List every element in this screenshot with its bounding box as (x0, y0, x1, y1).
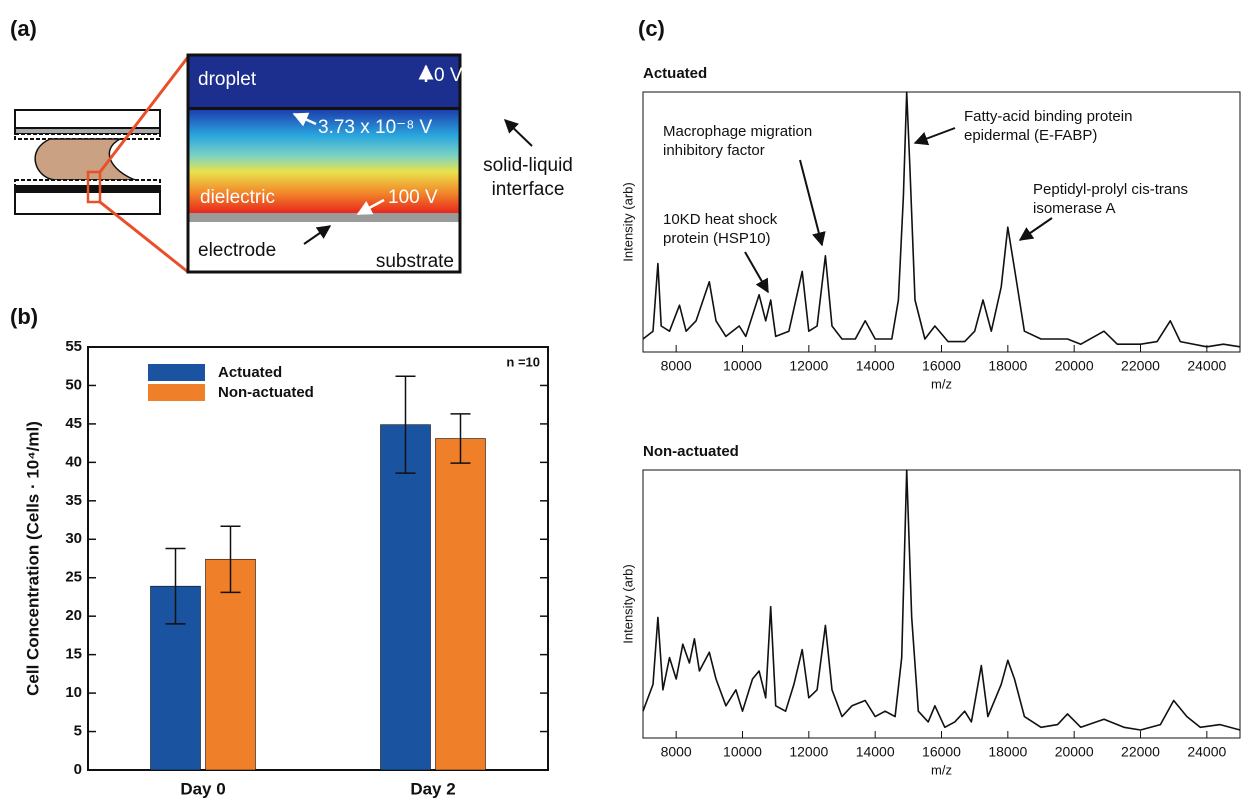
plot-frame (87, 346, 549, 771)
legend-swatch (148, 384, 205, 401)
panel-label: (b) (10, 304, 38, 329)
diagram-label: 3.73 x 10⁻⁸ V (318, 117, 432, 138)
annotation: 10KD heat shock (663, 211, 778, 228)
annotation: Peptidyl-prolyl cis-trans (1033, 181, 1188, 198)
y-tick-label: 5 (74, 723, 82, 740)
y-tick-label: 40 (65, 453, 82, 470)
x-tick-label: 12000 (789, 744, 828, 760)
plot-frame (642, 469, 1241, 739)
x-tick-label: 24000 (1187, 358, 1226, 374)
panel-label: (a) (10, 16, 37, 41)
bar (205, 558, 256, 771)
y-tick-label: 15 (65, 646, 82, 663)
x-tick-label: 8000 (661, 744, 692, 760)
zoom-box (186, 53, 533, 274)
error-bar (165, 547, 186, 625)
diagram-label: interface (492, 179, 565, 200)
y-axis-label: Cell Concentration (Cells · 10⁴/ml) (23, 421, 42, 696)
y-tick-label: 10 (65, 684, 82, 701)
x-tick-label: 18000 (988, 744, 1027, 760)
x-tick-label: 20000 (1055, 358, 1094, 374)
diagram-label: 100 V (388, 187, 438, 208)
spectrum-line (642, 91, 1241, 348)
x-tick-label: 8000 (661, 358, 692, 374)
x-tick-label: 14000 (856, 358, 895, 374)
diagram-label: dielectric (200, 187, 275, 208)
legend-label: Actuated (218, 364, 282, 381)
diagram-label: substrate (376, 251, 454, 272)
diagram-label: 0 V (434, 65, 463, 86)
chart-title: Non-actuated (643, 443, 739, 460)
legend-swatch (148, 364, 205, 381)
x-tick-label: 16000 (922, 358, 961, 374)
y-tick-label: 20 (65, 607, 82, 624)
diagram-label: electrode (198, 240, 276, 261)
annotation: Fatty-acid binding protein (964, 108, 1132, 125)
y-tick-label: 45 (65, 415, 82, 432)
x-tick-label: 10000 (723, 358, 762, 374)
bar (435, 438, 486, 771)
x-axis-label: m/z (931, 762, 952, 777)
panel-label: (c) (638, 16, 665, 41)
x-axis-label: m/z (931, 376, 952, 391)
y-tick-label: 35 (65, 492, 82, 509)
legend-label: Non-actuated (218, 384, 314, 401)
y-tick-label: 55 (65, 338, 82, 355)
y-tick-label: 25 (65, 569, 82, 586)
x-tick-label: 22000 (1121, 358, 1160, 374)
annotation-arrow (744, 251, 769, 294)
device-schematic (14, 56, 190, 274)
annotation: protein (HSP10) (663, 230, 771, 247)
annotation: epidermal (E-FABP) (964, 127, 1097, 144)
x-tick-label: 12000 (789, 358, 828, 374)
annotation: n =10 (506, 354, 540, 369)
x-tick-label: 16000 (922, 744, 961, 760)
annotation-arrow (1018, 217, 1053, 241)
x-tick-label: 10000 (723, 744, 762, 760)
diagram-label: solid-liquid (483, 155, 573, 176)
x-tick-label: 24000 (1187, 744, 1226, 760)
x-tick-label: 20000 (1055, 744, 1094, 760)
y-tick-label: 0 (74, 761, 82, 778)
bar (380, 424, 431, 771)
x-tick-label: 14000 (856, 744, 895, 760)
x-tick-label: Day 0 (180, 779, 225, 798)
error-bar (450, 413, 471, 464)
y-tick-label: 30 (65, 530, 82, 547)
error-bar (395, 375, 416, 474)
annotation-arrow (799, 159, 826, 247)
y-tick-label: 50 (65, 376, 82, 393)
x-tick-label: 18000 (988, 358, 1027, 374)
annotation: inhibitory factor (663, 142, 765, 159)
diagram-label: droplet (198, 69, 257, 90)
annotation-arrow (913, 127, 956, 146)
y-axis-label: Intensity (arb) (620, 564, 635, 643)
annotation: isomerase A (1033, 200, 1116, 217)
y-axis-label: Intensity (arb) (620, 182, 635, 261)
annotation: Macrophage migration (663, 123, 812, 140)
x-tick-label: Day 2 (410, 779, 455, 798)
chart-title: Actuated (643, 65, 707, 82)
x-tick-label: 22000 (1121, 744, 1160, 760)
error-bar (220, 525, 241, 594)
spectrum-line (642, 469, 1241, 731)
